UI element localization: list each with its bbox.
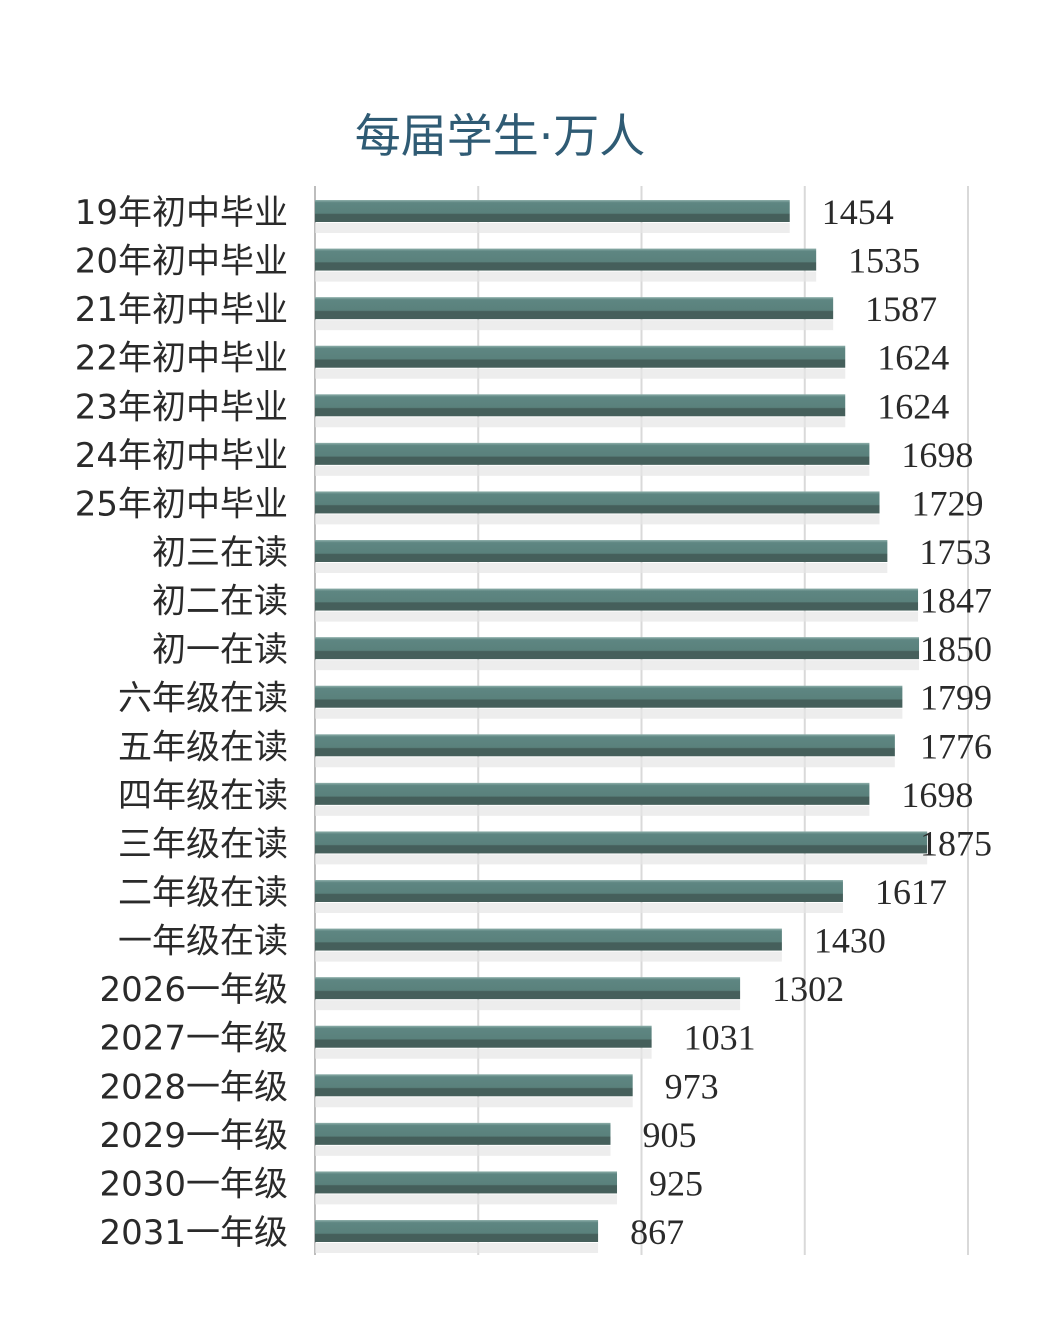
bar-shadow [315, 611, 919, 622]
bar-shadow [315, 805, 870, 816]
category-label: 2028一年级 [99, 1067, 288, 1107]
chart-title: 每届学生·万人 [354, 109, 646, 163]
bar [315, 345, 846, 368]
data-label: 1587 [865, 289, 937, 329]
category-label: 2026一年级 [99, 970, 288, 1010]
data-label: 905 [642, 1115, 696, 1155]
data-label: 1776 [920, 726, 992, 766]
bar-shadow [315, 1243, 599, 1253]
bar [315, 200, 790, 222]
category-label: 2031一年级 [99, 1213, 288, 1253]
bar-shadow [315, 320, 834, 331]
category-label: 20年初中毕业 [75, 242, 288, 282]
bar-shadow [315, 465, 870, 476]
category-label: 24年初中毕业 [75, 436, 288, 476]
data-label: 1454 [822, 192, 894, 232]
data-label: 1698 [901, 435, 973, 475]
bar-shadow [315, 660, 920, 671]
bar [315, 394, 846, 417]
bar-shadow [315, 708, 903, 719]
bar-shadow [315, 417, 846, 428]
data-label: 1850 [920, 629, 992, 669]
bar-shadow [315, 514, 880, 525]
data-label: 1302 [772, 969, 844, 1009]
category-label: 21年初中毕业 [75, 290, 288, 330]
category-label: 初二在读 [152, 582, 288, 622]
category-label: 初一在读 [152, 630, 288, 670]
data-label: 1753 [919, 532, 991, 572]
category-label: 初三在读 [152, 533, 288, 573]
bar [315, 831, 928, 854]
bar-shadow [315, 903, 843, 913]
category-label: 25年初中毕业 [75, 484, 288, 524]
category-label: 二年级在读 [118, 873, 288, 913]
bar [315, 297, 834, 320]
bar-shadow [315, 1000, 741, 1011]
bar [315, 977, 741, 1000]
bar-shadow [315, 1097, 633, 1108]
data-label: 1847 [920, 581, 992, 621]
category-label: 五年级在读 [118, 727, 288, 767]
data-label: 1535 [848, 241, 920, 281]
bar [315, 588, 919, 611]
data-label: 1031 [684, 1018, 756, 1058]
data-label: 867 [630, 1212, 684, 1252]
category-label: 四年级在读 [118, 776, 288, 816]
bar-shadow [315, 1048, 652, 1059]
bar-shadow [315, 757, 895, 768]
data-label: 1729 [912, 483, 984, 523]
bar [315, 442, 870, 465]
bar-shadow [315, 1145, 611, 1156]
data-label: 1430 [814, 921, 886, 961]
category-label: 22年初中毕业 [75, 339, 288, 379]
category-label: 2027一年级 [99, 1019, 288, 1059]
bar [315, 1220, 599, 1242]
bar [315, 880, 843, 902]
category-label: 一年级在读 [118, 922, 288, 962]
bar-shadow [315, 1194, 618, 1205]
bar [315, 540, 888, 562]
bar-shadow [315, 951, 782, 962]
bar [315, 637, 920, 660]
bar [315, 1074, 633, 1097]
bar-shadow [315, 271, 817, 282]
data-label: 1624 [877, 338, 949, 378]
bar [315, 1122, 611, 1145]
bar [315, 685, 903, 708]
category-label: 19年初中毕业 [75, 193, 288, 233]
category-label: 2029一年级 [99, 1116, 288, 1156]
bar-shadow [315, 368, 846, 379]
data-label: 1617 [875, 872, 947, 912]
bar [315, 491, 880, 514]
data-label: 1624 [877, 386, 949, 426]
data-label: 1799 [920, 678, 992, 718]
bar-shadow [315, 854, 928, 865]
bar [315, 1171, 618, 1194]
bar-shadow [315, 563, 888, 573]
bar [315, 782, 870, 805]
data-label: 973 [665, 1066, 719, 1106]
category-label: 23年初中毕业 [75, 387, 288, 427]
category-label: 三年级在读 [118, 824, 288, 864]
bar [315, 248, 817, 271]
data-label: 1875 [920, 823, 992, 863]
bar [315, 734, 895, 757]
data-label: 1698 [901, 775, 973, 815]
bar [315, 928, 782, 951]
data-label: 925 [649, 1163, 703, 1203]
bar [315, 1025, 652, 1048]
bar-shadow [315, 223, 790, 233]
category-label: 2030一年级 [99, 1164, 288, 1204]
category-label: 六年级在读 [118, 679, 288, 719]
